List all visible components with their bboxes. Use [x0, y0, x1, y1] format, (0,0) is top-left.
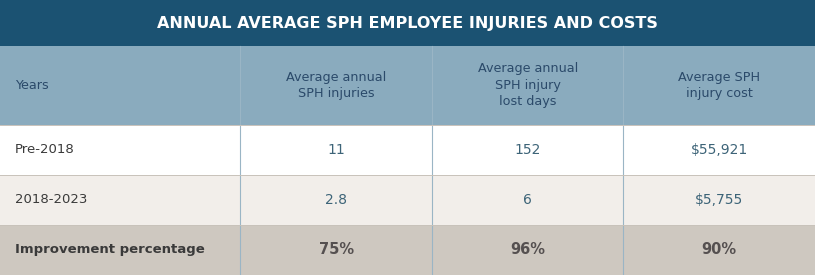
Text: Years: Years	[15, 79, 48, 92]
FancyBboxPatch shape	[0, 125, 815, 175]
Text: 152: 152	[514, 143, 541, 156]
FancyBboxPatch shape	[0, 225, 815, 275]
Text: Pre-2018: Pre-2018	[15, 143, 74, 156]
Text: Improvement percentage: Improvement percentage	[15, 243, 205, 256]
Text: Average annual
SPH injury
lost days: Average annual SPH injury lost days	[478, 62, 578, 108]
Text: Average SPH
injury cost: Average SPH injury cost	[678, 71, 760, 100]
Text: 11: 11	[328, 143, 345, 156]
FancyBboxPatch shape	[0, 46, 815, 125]
Text: $55,921: $55,921	[690, 143, 748, 156]
Text: 2018-2023: 2018-2023	[15, 193, 87, 206]
Text: 6: 6	[523, 193, 532, 207]
Text: 90%: 90%	[702, 242, 737, 257]
Text: 2.8: 2.8	[325, 193, 347, 207]
FancyBboxPatch shape	[0, 175, 815, 225]
Text: 96%: 96%	[510, 242, 545, 257]
Text: $5,755: $5,755	[695, 193, 743, 207]
Text: 75%: 75%	[319, 242, 354, 257]
Text: ANNUAL AVERAGE SPH EMPLOYEE INJURIES AND COSTS: ANNUAL AVERAGE SPH EMPLOYEE INJURIES AND…	[157, 16, 658, 31]
FancyBboxPatch shape	[0, 0, 815, 46]
Text: Average annual
SPH injuries: Average annual SPH injuries	[286, 71, 386, 100]
